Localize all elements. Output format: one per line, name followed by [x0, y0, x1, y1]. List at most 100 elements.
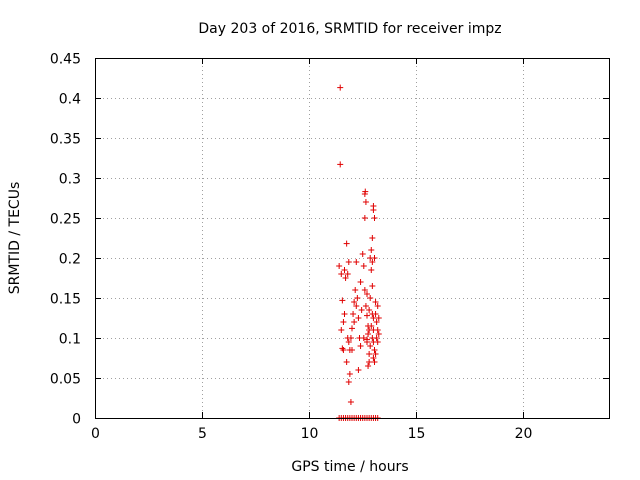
- data-point-marker: [370, 355, 377, 361]
- data-point-marker: [366, 351, 373, 357]
- data-point-marker: [363, 312, 370, 319]
- data-point-marker: [343, 240, 350, 247]
- y-tick-label: 0.4: [59, 92, 81, 108]
- data-point-marker: [355, 367, 362, 373]
- data-points: [336, 84, 382, 421]
- data-point-marker: [365, 331, 372, 337]
- data-point-marker: [372, 311, 379, 317]
- x-tick-label: 0: [91, 426, 100, 442]
- data-point-marker: [373, 319, 380, 325]
- data-point-marker: [371, 359, 378, 365]
- data-point-marker: [354, 295, 361, 301]
- y-tick-label: 0.45: [50, 52, 81, 68]
- data-point-marker: [367, 343, 374, 349]
- data-point-marker: [339, 297, 346, 304]
- x-tick-labels: 0 5 10 15 20: [91, 426, 532, 442]
- data-point-marker: [337, 161, 344, 168]
- data-point-marker: [346, 371, 353, 377]
- data-point-marker: [369, 235, 376, 241]
- data-point-marker: [342, 275, 349, 281]
- data-point-marker: [363, 336, 370, 343]
- y-tick-label: 0.3: [59, 172, 81, 188]
- chart-title: Day 203 of 2016, SRMTID for receiver imp…: [198, 21, 501, 37]
- data-point-marker: [362, 303, 369, 309]
- data-point-marker: [345, 259, 352, 265]
- x-tick-label: 10: [301, 426, 319, 442]
- data-point-marker: [369, 283, 376, 289]
- data-point-marker: [371, 215, 378, 221]
- gridlines: [95, 58, 609, 418]
- data-point-marker: [349, 347, 355, 353]
- data-point-marker: [353, 259, 360, 265]
- data-point-marker: [365, 363, 372, 369]
- data-point-marker: [366, 359, 373, 365]
- y-axis-label: SRMTID / TECUs: [7, 182, 23, 295]
- data-point-marker: [374, 339, 381, 345]
- data-point-marker: [337, 84, 344, 91]
- data-point-marker: [367, 295, 374, 301]
- data-point-marker: [345, 339, 352, 345]
- data-point-marker: [359, 251, 366, 257]
- y-tick-label: 0.05: [50, 372, 81, 388]
- data-point-marker: [372, 351, 379, 357]
- data-point-marker: [368, 267, 375, 273]
- x-tick-label: 20: [515, 426, 533, 442]
- data-point-marker: [355, 315, 362, 321]
- data-point-marker: [349, 325, 355, 332]
- data-point-marker: [341, 311, 348, 317]
- data-point-marker: [362, 199, 369, 205]
- data-point-marker: [371, 347, 378, 353]
- y-tick-label: 0.15: [50, 292, 81, 308]
- data-point-marker: [366, 307, 373, 313]
- data-point-marker: [352, 287, 359, 293]
- y-tick-labels: 0 0.05 0.1 0.15 0.2 0.25 0.3 0.35 0.4 0.45: [50, 52, 81, 428]
- data-point-marker: [368, 247, 375, 253]
- y-tick-label: 0.35: [50, 132, 81, 148]
- data-point-marker: [373, 335, 380, 341]
- data-point-marker: [336, 263, 343, 269]
- data-point-marker: [369, 259, 376, 265]
- data-point-marker: [347, 399, 354, 405]
- data-point-marker: [374, 303, 381, 309]
- x-tick-label: 5: [198, 426, 207, 442]
- data-point-marker: [357, 343, 364, 349]
- data-point-marker: [338, 327, 345, 333]
- y-tick-label: 0.25: [50, 212, 81, 228]
- data-point-marker: [357, 279, 364, 285]
- data-point-marker: [347, 335, 354, 341]
- axis-ticks: [95, 58, 609, 419]
- data-point-marker: [362, 188, 369, 195]
- data-point-marker: [360, 335, 367, 341]
- data-point-marker: [340, 319, 347, 325]
- data-point-marker: [350, 311, 357, 317]
- data-point-marker: [351, 319, 358, 325]
- data-point-marker: [372, 299, 379, 305]
- data-point-marker: [353, 303, 360, 309]
- data-point-marker: [345, 379, 352, 385]
- data-point-marker: [340, 347, 347, 353]
- data-point-marker: [371, 255, 378, 261]
- x-axis-label: GPS time / hours: [291, 459, 408, 475]
- data-point-marker: [341, 267, 348, 273]
- data-point-marker: [361, 215, 368, 221]
- data-point-marker: [338, 271, 345, 277]
- data-point-marker: [361, 287, 368, 293]
- data-point-marker: [360, 263, 367, 269]
- data-point-marker: [365, 323, 372, 329]
- x-tick-label: 15: [408, 426, 426, 442]
- data-point-marker: [343, 359, 350, 365]
- data-point-marker: [351, 299, 358, 305]
- data-point-marker: [370, 207, 377, 213]
- data-point-marker: [375, 331, 382, 337]
- y-tick-label: 0.1: [59, 332, 81, 348]
- data-point-marker: [374, 327, 381, 333]
- y-tick-label: 0.2: [59, 252, 81, 268]
- data-point-marker: [344, 271, 351, 277]
- plot-frame: [95, 58, 610, 419]
- data-point-marker: [375, 315, 382, 321]
- data-point-marker: [363, 291, 370, 297]
- y-tick-label: 0: [72, 412, 81, 428]
- data-point-marker: [358, 307, 365, 313]
- data-point-marker: [370, 315, 377, 321]
